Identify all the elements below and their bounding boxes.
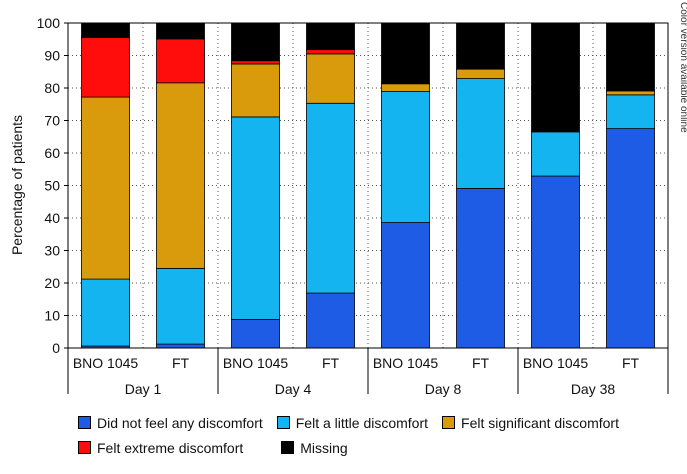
bar-segment-2-bar-5 [381,91,430,223]
bar-segment-3-bar-6 [456,68,505,79]
legend-swatch-extreme [78,441,91,454]
bar-segment-2-bar-3 [231,116,280,320]
legend-label-significant: Felt significant discomfort [461,414,619,431]
y-tick-label: 90 [44,48,60,64]
group-label: Day 8 [425,381,462,397]
y-tick-label: 60 [44,145,60,161]
y-tick-label: 40 [44,210,60,226]
y-tick-label: 70 [44,113,60,129]
y-tick-label: 50 [44,178,60,194]
axis-labels: 0 10 20 30 40 50 60 70 80 90 100 BNO 1045 FT BNO 1045… [37,15,640,397]
color-version-note: Color version available online [678,2,687,133]
x-tick-label: BNO 1045 [223,355,289,371]
legend-label-missing: Missing [300,439,348,456]
stacked-bar-chart: 0 10 20 30 40 50 60 70 80 90 100 BNO 1045 FT BNO 1045… [9,15,669,397]
bar-segment-1-bar-8 [606,128,655,349]
legend-row-1: Did not feel any discomfort Felt a littl… [78,410,678,435]
bar-segment-5-bar-8 [606,22,655,92]
bar-segment-5-bar-1 [81,22,130,39]
bar-segment-3-bar-5 [381,83,430,92]
y-tick-label: 20 [44,275,60,291]
legend-swatch-none [78,416,91,429]
bar-segment-5-bar-4 [306,22,355,51]
bar-segment-5-bar-2 [156,22,205,40]
bar-segment-5-bar-6 [456,22,505,70]
group-label: Day 1 [125,381,162,397]
bar-segment-3-bar-8 [606,90,655,96]
group-label: Day 38 [571,381,616,397]
legend-row-2: Felt extreme discomfort Missing [78,435,678,460]
x-tick-label: FT [472,355,490,371]
bar-segment-4-bar-3 [231,60,280,65]
x-tick-label: BNO 1045 [523,355,589,371]
y-axis-title: Percentage of patients [9,115,25,255]
legend-item-extreme: Felt extreme discomfort [78,440,243,456]
bar-segment-2-bar-2 [156,267,205,345]
bar-segment-1-bar-5 [381,222,430,349]
bar-segment-4-bar-4 [306,49,355,55]
x-tick-label: BNO 1045 [73,355,139,371]
y-tick-label: 80 [44,80,60,96]
x-tick-label: FT [322,355,340,371]
bar-segment-4-bar-2 [156,38,205,84]
bar-segment-1-bar-7 [531,175,580,349]
bar-segment-2-bar-7 [531,131,580,177]
legend-item-little: Felt a little discomfort [276,414,429,431]
legend-swatch-significant [442,416,456,429]
x-tick-label: BNO 1045 [373,355,439,371]
bar-segment-4-bar-1 [81,37,130,98]
legend-item-significant: Felt significant discomfort [442,415,619,431]
bar-segment-2-bar-4 [306,102,355,294]
legend-swatch-missing [281,441,295,454]
y-tick-label: 100 [37,15,61,31]
x-tick-label: FT [172,355,190,371]
bar-segment-5-bar-3 [231,22,280,62]
bars [81,22,655,349]
legend-item-missing: Missing [281,439,348,456]
legend: Did not feel any discomfort Felt a littl… [78,410,678,460]
bar-segment-3-bar-2 [156,82,205,269]
y-tick-label: 30 [44,243,60,259]
bar-segment-3-bar-3 [231,63,280,118]
x-tick-label: FT [622,355,640,371]
legend-label-extreme: Felt extreme discomfort [97,439,244,456]
legend-label-none: Did not feel any discomfort [97,414,263,431]
legend-label-little: Felt a little discomfort [295,414,429,431]
bar-segment-2-bar-6 [456,78,505,189]
y-tick-label: 10 [44,308,60,324]
legend-item-none: Did not feel any discomfort [78,415,263,431]
bar-segment-1-bar-2 [156,343,205,349]
bar-segment-2-bar-8 [606,94,655,130]
bar-segment-5-bar-5 [381,22,430,85]
bar-segment-3-bar-4 [306,53,355,104]
bar-segment-1-bar-6 [456,188,505,349]
bar-segment-3-bar-1 [81,96,130,280]
axes [64,22,669,394]
bar-segment-2-bar-1 [81,278,130,347]
y-tick-label: 0 [52,340,60,356]
bar-segment-5-bar-7 [531,22,580,133]
bar-segment-1-bar-4 [306,292,355,349]
legend-swatch-little [276,416,290,429]
group-label: Day 4 [275,381,312,397]
bar-segment-1-bar-3 [231,318,280,349]
